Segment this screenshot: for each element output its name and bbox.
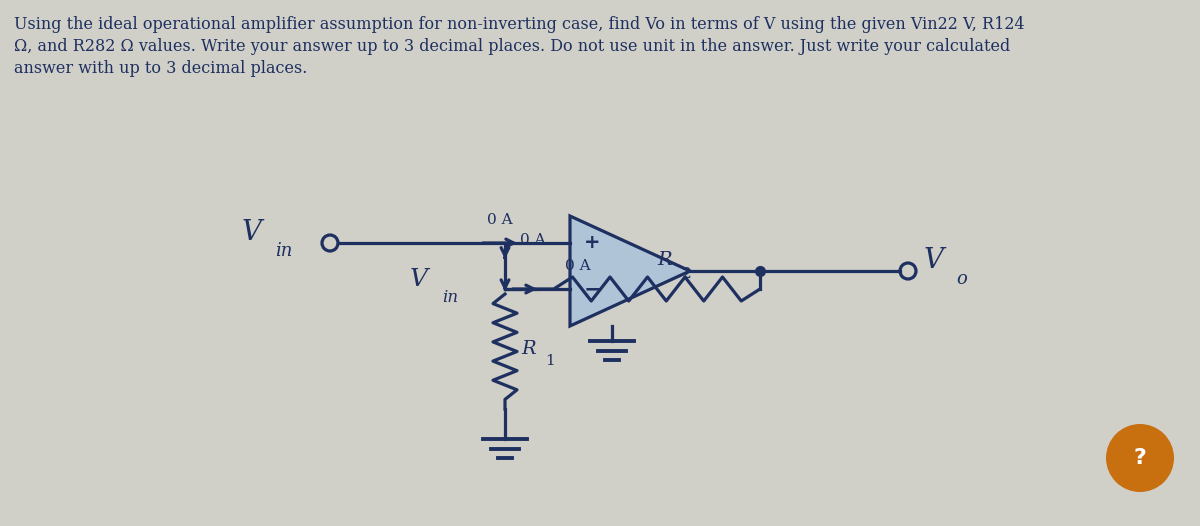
Text: in: in [275,242,293,260]
Text: +: + [584,234,600,252]
Text: Ω, and R282 Ω values. Write your answer up to 3 decimal places. Do not use unit : Ω, and R282 Ω values. Write your answer … [14,38,1010,55]
Text: answer with up to 3 decimal places.: answer with up to 3 decimal places. [14,60,307,77]
Circle shape [1106,424,1174,492]
Text: 0 A: 0 A [565,259,590,273]
Text: −: − [584,279,602,299]
Text: 0 A: 0 A [520,233,546,247]
Text: ?: ? [1134,448,1146,468]
Text: in: in [442,288,458,306]
Text: 1: 1 [545,354,554,368]
Text: V: V [924,248,944,275]
Text: 0 A: 0 A [487,213,512,227]
Text: V: V [242,219,262,247]
Text: o: o [956,270,967,288]
Text: 2: 2 [682,267,691,281]
Text: Using the ideal operational amplifier assumption for non-inverting case, find Vo: Using the ideal operational amplifier as… [14,16,1025,33]
Polygon shape [570,216,690,326]
Text: V: V [410,268,428,290]
Text: R: R [658,251,672,269]
Text: R: R [521,340,535,358]
